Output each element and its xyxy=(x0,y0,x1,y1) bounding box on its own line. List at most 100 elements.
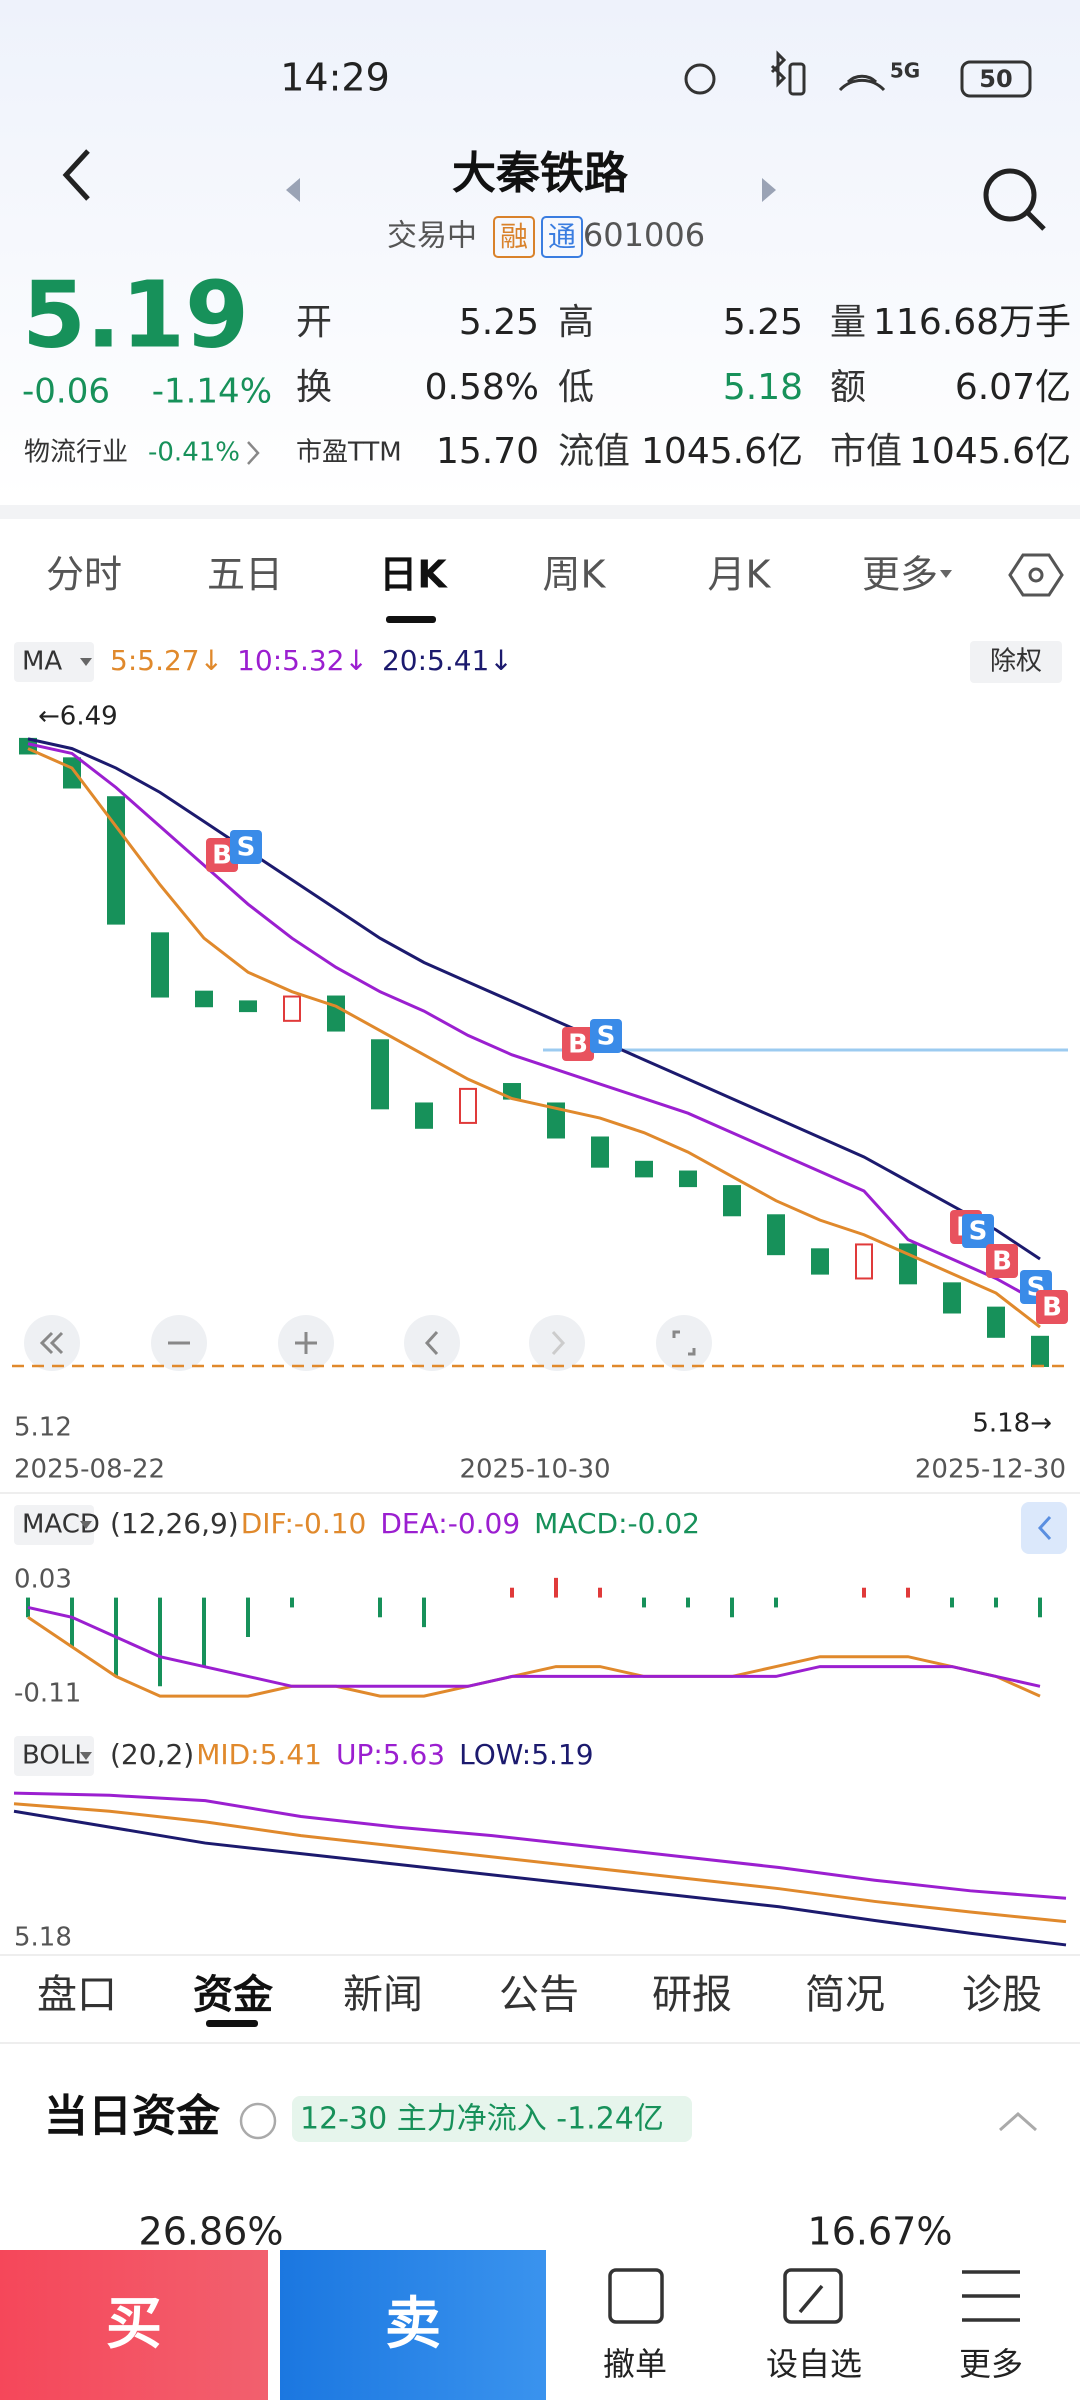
legend-entry: DIF:-0.10 xyxy=(241,1507,367,1540)
candle xyxy=(327,995,345,1032)
tag-box xyxy=(493,216,535,258)
info-tab[interactable]: 新闻 xyxy=(343,1972,423,2018)
candle xyxy=(987,1306,1005,1338)
macd-line xyxy=(27,1616,1041,1698)
signal: B xyxy=(212,841,232,871)
tag: 通 xyxy=(548,220,576,253)
field-label: 高 xyxy=(558,302,594,343)
capital-value: 16.67% xyxy=(808,2210,953,2254)
chart-control-icons xyxy=(39,1330,696,1356)
industry-arrow[interactable] xyxy=(247,441,260,465)
legend-entry: 5:5.27↓ xyxy=(110,644,223,677)
candle xyxy=(899,1243,917,1285)
field-value: 1045.6亿 xyxy=(641,431,803,472)
field-label: 低 xyxy=(558,367,594,408)
info-tab[interactable]: 简况 xyxy=(805,1972,885,2018)
tool-label[interactable]: 设自选 xyxy=(766,2345,862,2383)
signal-badge xyxy=(562,1027,594,1061)
candle xyxy=(195,990,213,1008)
candle xyxy=(1031,1335,1049,1367)
indicator-button[interactable] xyxy=(14,642,94,682)
signal-badge xyxy=(230,830,262,864)
buy-button[interactable] xyxy=(0,2250,268,2400)
candle xyxy=(151,932,169,998)
field-value: 6.07亿 xyxy=(955,367,1071,408)
price: 5.19 xyxy=(22,261,249,368)
capital-badge xyxy=(292,2096,692,2142)
y-tick-label: 5.12 xyxy=(14,1413,72,1443)
legend-entry: UP:5.63 xyxy=(336,1738,445,1771)
boll-line xyxy=(13,1802,1067,1924)
candle xyxy=(767,1214,785,1256)
ma-line xyxy=(27,737,1041,1261)
info-tab[interactable]: 盘口 xyxy=(37,1972,117,2018)
boll-line xyxy=(13,1809,1067,1947)
search-button[interactable] xyxy=(983,168,1046,231)
period-tab[interactable]: 日K xyxy=(379,553,448,597)
back-button[interactable] xyxy=(62,149,90,201)
period-tab[interactable]: 更多 xyxy=(862,553,938,597)
field-value: 5.25 xyxy=(459,302,539,343)
boll-line xyxy=(13,1791,1067,1900)
x-tick-label: 2025-08-22 xyxy=(14,1455,165,1485)
field-label: 量 xyxy=(830,302,866,343)
tool-label[interactable]: 更多 xyxy=(959,2345,1023,2383)
chart-controls[interactable] xyxy=(24,1315,712,1371)
tool-label[interactable]: 撤单 xyxy=(603,2345,667,2383)
indicator-name: MA xyxy=(22,647,62,677)
indicator-button[interactable] xyxy=(14,1736,94,1776)
buy-label[interactable]: 买 xyxy=(106,2292,162,2357)
tag: 融 xyxy=(500,220,528,253)
status-icons xyxy=(684,50,886,96)
period-tab[interactable]: 分时 xyxy=(46,553,122,597)
signal-badge xyxy=(986,1244,1018,1278)
info-tab[interactable]: 诊股 xyxy=(962,1972,1042,2018)
signal: S xyxy=(237,833,256,863)
stock-code: 601006 xyxy=(583,216,705,254)
info-tab[interactable]: 研报 xyxy=(652,1972,732,2018)
max-label: ←6.49 xyxy=(38,702,118,732)
signal: S xyxy=(597,1022,616,1052)
prev-stock[interactable] xyxy=(286,178,300,202)
candle xyxy=(591,1136,609,1168)
status-time: 14:29 xyxy=(280,56,390,100)
battery-level: 50 xyxy=(979,65,1012,93)
next-stock[interactable] xyxy=(762,178,776,202)
info-tab[interactable]: 资金 xyxy=(193,1972,274,2018)
field-label: 流值 xyxy=(558,431,630,472)
candle xyxy=(679,1170,697,1188)
legend-entry: 20:5.41↓ xyxy=(382,644,513,677)
candle xyxy=(855,1243,873,1280)
field-value: 5.18 xyxy=(723,367,803,408)
sell-button[interactable] xyxy=(280,2250,546,2400)
last-label: 5.18→ xyxy=(972,1409,1052,1439)
right-button[interactable] xyxy=(970,641,1062,683)
info-tab[interactable]: 公告 xyxy=(499,1972,579,2018)
indicator-arrow xyxy=(80,658,92,666)
capital-title: 当日资金 xyxy=(44,2091,221,2142)
right-button-label[interactable]: 除权 xyxy=(990,647,1042,677)
signal: B xyxy=(1042,1293,1062,1323)
indicator-params: (20,2) xyxy=(110,1738,194,1771)
period-tab[interactable]: 周K xyxy=(543,553,607,597)
signal-badge xyxy=(590,1019,622,1053)
signal-badge xyxy=(1036,1290,1068,1324)
y-tick-label: 0.03 xyxy=(14,1565,72,1595)
indicator-button[interactable] xyxy=(14,1505,94,1545)
collapse-icon xyxy=(1037,1515,1052,1541)
info-tab-indicator xyxy=(206,2020,258,2027)
help-icon[interactable] xyxy=(239,2102,277,2140)
collapse-capital[interactable] xyxy=(999,2111,1037,2132)
macd-line xyxy=(27,1605,1041,1688)
period-tab[interactable]: 五日 xyxy=(207,553,283,597)
stock-name: 大秦铁路 xyxy=(452,148,629,199)
sell-label[interactable]: 卖 xyxy=(385,2292,441,2357)
candle xyxy=(283,995,301,1022)
settings-button[interactable] xyxy=(1008,553,1064,597)
candle xyxy=(63,757,81,789)
collapse-button[interactable] xyxy=(1021,1502,1067,1554)
legend-entry: 10:5.32↓ xyxy=(237,644,368,677)
period-tab[interactable]: 月K xyxy=(708,553,772,597)
candle xyxy=(811,1248,829,1275)
